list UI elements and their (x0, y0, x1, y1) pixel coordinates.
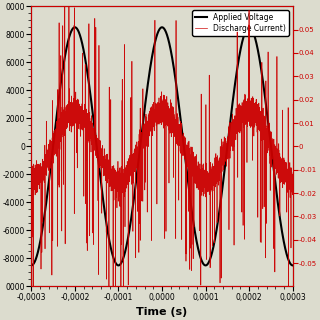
Discharge Current) (77, 109, 81, 113)
Applied Voltage (199, 258, 203, 262)
Applied Voltage (291, 263, 295, 267)
Applied Voltage (129, 216, 133, 220)
X-axis label: Time (s): Time (s) (136, 307, 188, 317)
Legend: Applied Voltage, Discharge Current): Applied Voltage, Discharge Current) (192, 10, 289, 36)
Discharge Current) (225, 149, 228, 153)
Discharge Current) (129, 160, 133, 164)
Applied Voltage (225, 153, 228, 156)
Applied Voltage (77, 30, 81, 34)
Line: Discharge Current): Discharge Current) (31, 0, 293, 306)
Discharge Current) (291, 189, 295, 193)
Applied Voltage (73, 25, 77, 29)
Discharge Current) (186, 158, 190, 162)
Discharge Current) (199, 175, 203, 179)
Discharge Current) (119, 304, 123, 308)
Line: Applied Voltage: Applied Voltage (31, 27, 293, 265)
Discharge Current) (244, 115, 248, 118)
Applied Voltage (244, 28, 248, 32)
Applied Voltage (29, 263, 33, 267)
Discharge Current) (29, 187, 33, 191)
Applied Voltage (186, 181, 190, 185)
